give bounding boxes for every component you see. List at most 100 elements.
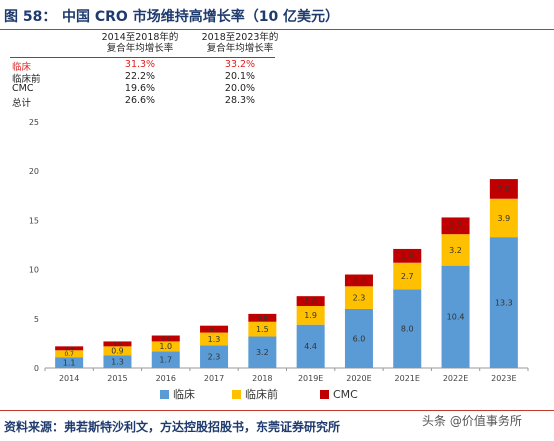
cagr-row: 总计 26.6% 28.3% [0, 95, 340, 109]
bar-segment [296, 324, 325, 368]
data-label: 2.0 [497, 185, 510, 194]
cagr-row: 临床前 22.2% 20.1% [0, 71, 340, 85]
bar-segment [55, 357, 84, 368]
cagr-header-line: 复合年均增长率 [106, 43, 174, 54]
data-label: 1.1 [63, 358, 76, 367]
x-tick-label: 2020E [346, 374, 371, 383]
y-tick-label: 0 [34, 364, 39, 373]
cagr-row-value: 31.3% [124, 59, 156, 70]
legend-swatch [232, 390, 241, 399]
data-label: 1.0 [304, 297, 317, 306]
y-tick-label: 15 [29, 216, 39, 225]
x-tick-label: 2014 [59, 374, 79, 383]
bar-segment [151, 335, 180, 342]
legend-swatch [320, 390, 329, 399]
data-label: 1.7 [449, 222, 462, 231]
figure-title: 中国 CRO 市场维持高增长率（10 亿美元） [62, 9, 340, 25]
bar-segment [489, 237, 518, 368]
data-label: 2.3 [353, 294, 366, 303]
cagr-row-value: 20.0% [224, 83, 256, 94]
bar-segment [248, 336, 277, 368]
cagr-row-value: 22.2% [124, 71, 156, 82]
bar-segment [393, 248, 422, 263]
data-label: 2.3 [208, 353, 221, 362]
bar-segment [151, 351, 180, 368]
cagr-row-value: 26.6% [124, 95, 156, 106]
source-text: 资料来源：弗若斯特沙利文，方达控股招股书，东莞证券研究所 [4, 420, 341, 434]
watermark: 头条 @价值事务所 [422, 414, 522, 428]
bar-segment [441, 265, 470, 368]
bar-segment [393, 262, 422, 290]
bar-segment [248, 313, 277, 322]
cagr-header-line: 2018至2023年的 [201, 32, 279, 43]
data-label: 1.5 [256, 325, 269, 334]
bar-segment [103, 355, 132, 368]
stacked-bar-chart: 05101520251.10.70.420141.30.90.520151.71… [29, 118, 529, 401]
bar-segment [200, 345, 229, 368]
cagr-header-2018-2023: 2018至2023年的 复合年均增长率 [190, 32, 290, 54]
x-tick-label: 2018 [252, 374, 272, 383]
data-label: 10.4 [447, 313, 465, 322]
data-label: 1.4 [401, 252, 414, 261]
source-footer: 资料来源：弗若斯特沙利文，方达控股招股书，东莞证券研究所 [0, 410, 554, 441]
bar-segment [248, 321, 277, 337]
data-label: 1.3 [111, 357, 124, 366]
data-label: 1.7 [159, 356, 172, 365]
x-tick-label: 2019E [298, 374, 323, 383]
bar-segment [200, 332, 229, 346]
cagr-row-name: CMC [12, 83, 34, 94]
bar-segment [344, 308, 373, 368]
cagr-table: 2014至2018年的 复合年均增长率 2018至2023年的 复合年均增长率 … [0, 30, 340, 109]
y-tick-label: 25 [29, 118, 39, 127]
cagr-row: 临床 31.3% 33.2% [0, 59, 340, 73]
bar-segment [344, 274, 373, 287]
cagr-header-2014-2018: 2014至2018年的 复合年均增长率 [90, 32, 190, 54]
data-label: 2.7 [401, 272, 414, 281]
bar-segment [344, 286, 373, 309]
data-label: 0.9 [111, 347, 123, 356]
cagr-header-line: 2014至2018年的 [101, 32, 179, 43]
y-tick-label: 5 [34, 315, 39, 324]
data-label: 3.2 [256, 348, 269, 357]
data-label: 0.5 [113, 342, 122, 348]
data-label: 0.4 [65, 346, 74, 352]
bar-segment [489, 179, 518, 199]
cagr-header-line: 复合年均增长率 [206, 43, 274, 54]
data-label: 4.4 [304, 342, 317, 351]
data-label: 0.7 [209, 327, 219, 333]
legend-label: 临床 [173, 387, 195, 401]
y-tick-label: 10 [29, 266, 39, 275]
data-label: 0.7 [64, 352, 74, 358]
bar-segment [103, 346, 132, 356]
data-label: 6.0 [353, 334, 366, 343]
bar-segment [151, 341, 180, 352]
x-tick-label: 2021E [395, 374, 420, 383]
cagr-row-value: 19.6% [124, 83, 156, 94]
cagr-header-rule [10, 57, 275, 58]
bar-segment [441, 234, 470, 266]
figure-label: 图 58： [4, 9, 57, 25]
data-label: 1.2 [353, 276, 366, 285]
bar-segment [55, 346, 84, 351]
bar-segment [393, 289, 422, 368]
figure-title-bar: 图 58： 中国 CRO 市场维持高增长率（10 亿美元） [0, 0, 554, 30]
legend-swatch [160, 390, 169, 399]
x-tick-label: 2016 [156, 374, 176, 383]
data-label: 1.0 [159, 342, 172, 351]
bar-segment [296, 306, 325, 325]
x-tick-label: 2022E [443, 374, 468, 383]
x-tick-label: 2017 [204, 374, 224, 383]
cagr-row-value: 33.2% [224, 59, 256, 70]
cagr-row-value: 20.1% [224, 71, 256, 82]
bar-segment [55, 350, 84, 358]
data-label: 8.0 [401, 325, 414, 334]
data-label: 0.8 [257, 314, 268, 322]
y-tick-label: 20 [29, 167, 39, 176]
data-label: 0.6 [161, 336, 170, 342]
legend-label: CMC [333, 388, 358, 401]
data-label: 3.2 [449, 246, 462, 255]
cagr-row-name: 临床前 [12, 74, 41, 85]
data-label: 3.9 [497, 214, 510, 223]
data-label: 1.9 [304, 311, 317, 320]
cagr-row-name: 临床 [12, 62, 32, 73]
